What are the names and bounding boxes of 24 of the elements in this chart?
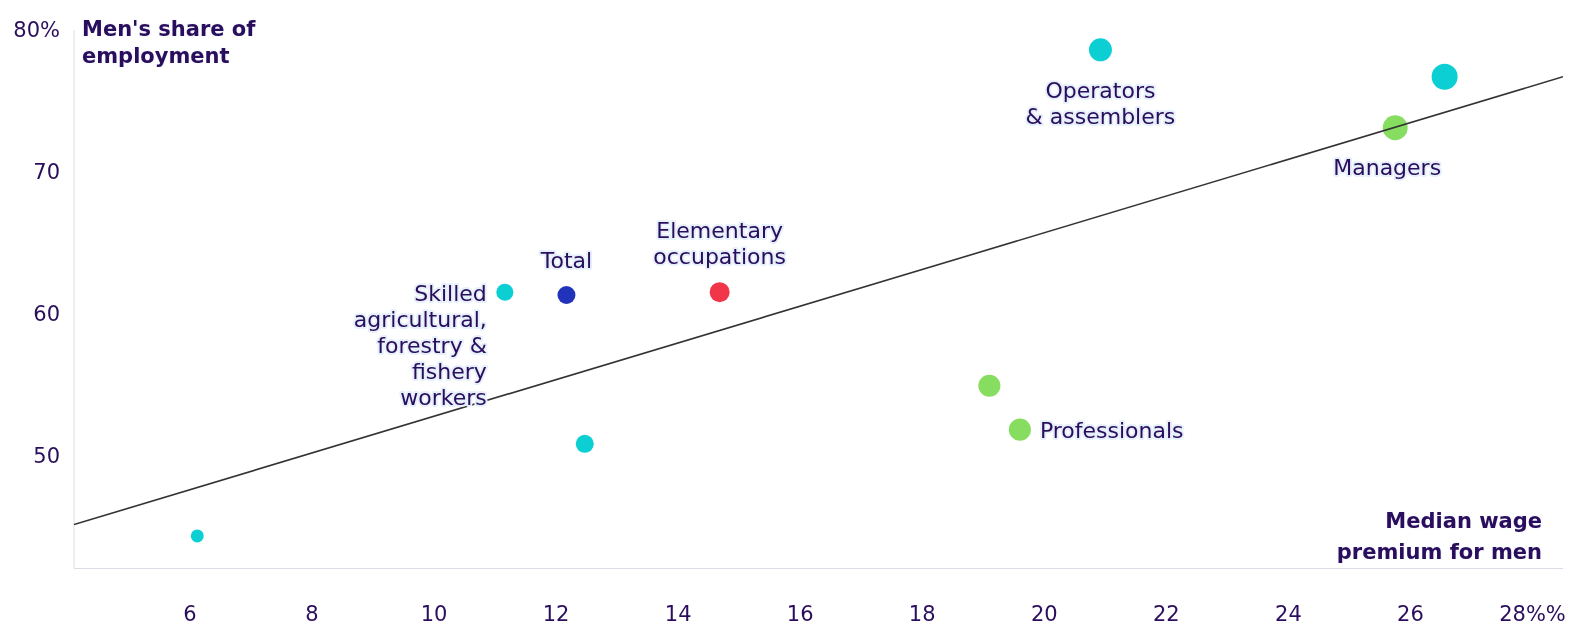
x-tick-label: 24 — [1275, 602, 1302, 624]
x-tick-label: 14 — [664, 602, 692, 624]
x-tick-label: 18 — [908, 602, 936, 624]
x-tick-label: 28%% — [1499, 602, 1566, 624]
annotation: Total — [539, 248, 593, 273]
annotation: Professionals — [1039, 417, 1184, 443]
annotation: Operators & assemblers — [1025, 77, 1176, 129]
x-tick-label: 20 — [1030, 602, 1058, 624]
x-tick-label: 22 — [1152, 602, 1180, 624]
x-tick-label: 16 — [786, 602, 814, 624]
x-tick-label: 8 — [305, 602, 319, 624]
x-tick-label: 10 — [420, 602, 448, 624]
x-tick-label: 12 — [542, 602, 570, 624]
y-tick-label: 80% — [13, 18, 60, 43]
y-tick-label: 60 — [33, 301, 60, 326]
annotation: Elementary occupations — [653, 218, 786, 270]
x-tick-label: 26 — [1397, 602, 1424, 624]
x-tick-label: 6 — [183, 602, 197, 624]
annotation: Skilled agricultural, forestry & fishery workers — [353, 281, 487, 411]
y-tick-label: 70 — [33, 160, 60, 185]
annotation: Managers — [1333, 154, 1442, 180]
x-axis-title: Median wage premium for men — [1335, 508, 1542, 566]
y-axis-title: Men's share of employment — [82, 16, 257, 70]
y-tick-label: 50 — [33, 443, 60, 468]
